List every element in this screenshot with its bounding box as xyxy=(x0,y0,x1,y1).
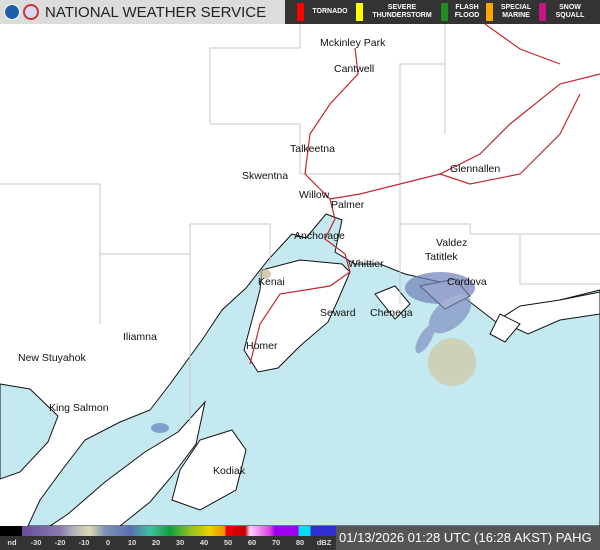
reflectivity-legend: nd -30 -20 -10 0 10 20 30 40 50 60 70 80 dBZ xyxy=(0,526,336,550)
city-label: Homer xyxy=(246,340,278,352)
warning-item: SEVERE THUNDERSTORM xyxy=(356,3,437,21)
city-label: Kodiak xyxy=(213,465,246,477)
city-label: New Stuyahok xyxy=(18,352,86,364)
boundaries xyxy=(0,24,600,424)
city-label: Tatitlek xyxy=(425,251,458,263)
city-label: Kenai xyxy=(258,276,285,288)
legend-tick: 40 xyxy=(199,538,209,547)
city-label: Cantwell xyxy=(334,63,375,75)
warning-swatch xyxy=(539,3,546,21)
warning-item: SPECIAL MARINE xyxy=(486,3,535,21)
legend-tick: 80 xyxy=(295,538,305,547)
city-label: Valdez xyxy=(436,237,468,249)
warning-label: FLASH FLOOD xyxy=(454,4,480,19)
noaa-logo xyxy=(4,4,20,20)
city-label: Willow xyxy=(299,189,330,201)
city-label: Chenega xyxy=(370,307,413,319)
warning-item: TORNADO xyxy=(297,3,352,21)
warning-label: TORNADO xyxy=(312,8,348,15)
warning-swatch xyxy=(297,3,304,21)
warning-label: SNOW SQUALL xyxy=(555,4,585,19)
legend-tick: 50 xyxy=(223,538,233,547)
warning-swatch xyxy=(356,3,363,21)
warning-item: FLASH FLOOD xyxy=(441,3,482,21)
city-label: Palmer xyxy=(331,199,365,211)
legend-tick: 10 xyxy=(127,538,137,547)
city-label: King Salmon xyxy=(49,402,109,414)
legend-tick: -30 xyxy=(30,538,42,547)
legend-tick: 60 xyxy=(247,538,257,547)
warning-label: SEVERE THUNDERSTORM xyxy=(372,4,432,19)
legend-tick: -20 xyxy=(54,538,66,547)
legend-tick: dBZ xyxy=(316,538,332,547)
warning-swatch xyxy=(486,3,493,21)
warning-swatch xyxy=(441,3,448,21)
radar-map[interactable] xyxy=(0,24,600,526)
warning-item: SNOW SQUALL xyxy=(539,3,590,21)
legend-tick: 30 xyxy=(175,538,185,547)
city-label: Glennallen xyxy=(450,163,501,175)
legend-tick: -10 xyxy=(78,538,90,547)
city-label: Cordova xyxy=(447,276,487,288)
city-label: Talkeetna xyxy=(290,143,335,155)
legend-tick: 20 xyxy=(151,538,161,547)
color-scale xyxy=(0,526,336,536)
city-label: Whittier xyxy=(348,258,384,270)
legend-tick: 0 xyxy=(105,538,111,547)
city-label: Seward xyxy=(320,307,356,319)
header: NATIONAL WEATHER SERVICE TORNADO SEVERE T… xyxy=(0,0,600,24)
city-label: Skwentna xyxy=(242,170,289,182)
page-title: NATIONAL WEATHER SERVICE xyxy=(45,4,267,21)
radar-echoes xyxy=(151,269,476,433)
nws-logo xyxy=(23,4,39,20)
city-label: Iliamna xyxy=(123,331,157,343)
roads xyxy=(249,24,600,365)
warning-legend: TORNADO SEVERE THUNDERSTORM FLASH FLOOD SPE… xyxy=(285,0,600,24)
timestamp: 01/13/2026 01:28 UTC (16:28 AKST) PAHG xyxy=(336,526,600,550)
city-label: Anchorage xyxy=(294,230,345,242)
city-label: Mckinley Park xyxy=(320,37,386,49)
legend-tick: nd xyxy=(7,538,17,547)
warning-label: SPECIAL MARINE xyxy=(500,4,532,19)
legend-tick: 70 xyxy=(271,538,281,547)
